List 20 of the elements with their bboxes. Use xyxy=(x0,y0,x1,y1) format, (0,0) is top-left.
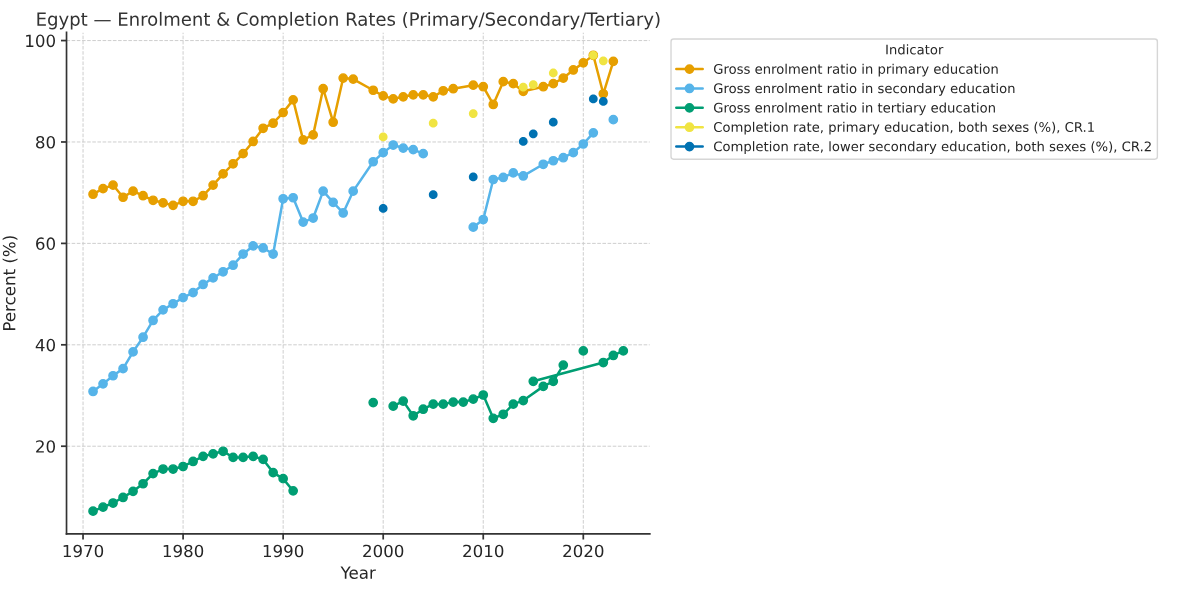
x-axis-title: Year xyxy=(340,566,376,579)
legend-label: Completion rate, lower secondary education, both sexes (%), CR.2 xyxy=(713,141,1151,154)
x-tick-label: 1980 xyxy=(163,544,204,558)
x-tick-label: 2010 xyxy=(463,544,504,558)
legend-label: Gross enrolment ratio in tertiary education xyxy=(713,102,995,116)
legend-label: Gross enrolment ratio in secondary education xyxy=(713,83,1015,96)
y-tick-label: 20 xyxy=(36,440,55,453)
y-tick-label: 40 xyxy=(35,338,55,352)
x-tick-label: 1990 xyxy=(263,544,304,558)
y-tick-label: 80 xyxy=(36,135,55,149)
x-tick-label: 1970 xyxy=(63,544,104,558)
legend-label: Gross enrolment ratio in primary education xyxy=(713,63,998,77)
legend-label: Completion rate, primary education, both sexes (%), CR.1 xyxy=(713,121,1094,135)
chart-title: Egypt — Enrolment & Completion Rates (Primary/Secondary/Tertiary) xyxy=(37,11,660,30)
y-tick-label: 60 xyxy=(36,237,55,250)
x-tick-label: 2000 xyxy=(363,544,404,558)
legend-title: Indicator xyxy=(886,44,944,55)
y-tick-label: 100 xyxy=(26,34,55,48)
y-axis-title: Percent (%) xyxy=(2,236,18,330)
x-tick-label: 2020 xyxy=(563,544,604,558)
